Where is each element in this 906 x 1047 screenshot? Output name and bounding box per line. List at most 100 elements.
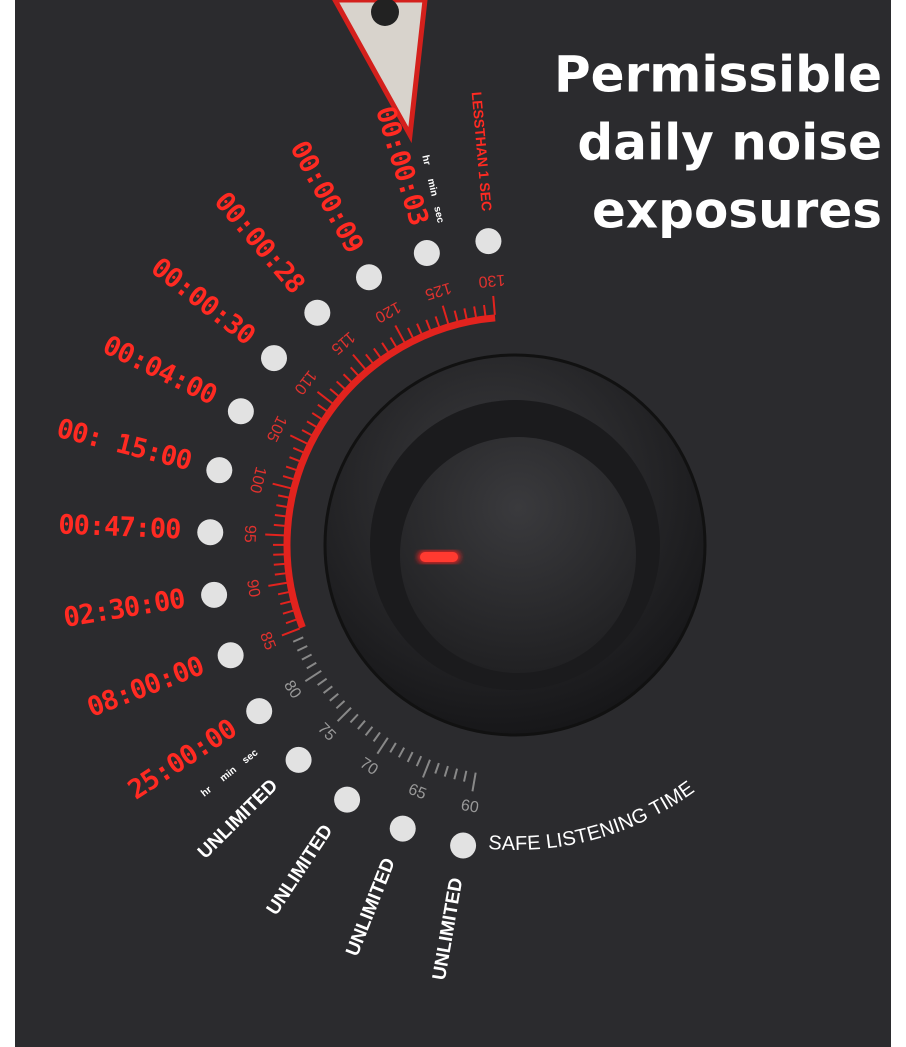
dial-tick	[296, 645, 308, 652]
knob	[323, 353, 707, 737]
dial-tick	[352, 353, 367, 370]
dial-tick	[335, 380, 346, 390]
dial-tick	[289, 434, 308, 445]
dial-tick	[441, 305, 450, 325]
dial-tick	[416, 323, 423, 335]
dial-tick	[415, 755, 423, 767]
dial-tick	[397, 747, 406, 758]
db-label: 100	[246, 465, 269, 495]
sound-icon	[261, 345, 288, 372]
dial-tick	[329, 692, 339, 702]
dial-tick	[274, 572, 286, 576]
dial-tick	[483, 304, 487, 317]
time-unit: hr	[419, 154, 432, 166]
dial-tick	[273, 562, 285, 566]
dial-tick	[373, 347, 382, 358]
dial-tick	[443, 765, 449, 777]
dial-tick	[335, 700, 346, 710]
dial-tick	[285, 618, 297, 625]
dial-tick	[317, 403, 328, 412]
dial-tick	[372, 731, 381, 742]
dial-tick	[306, 420, 317, 428]
sound-icon	[197, 519, 224, 546]
dial-tick	[277, 591, 290, 596]
sound-icon	[246, 698, 273, 725]
dial-tick	[285, 465, 297, 472]
dial-tick	[407, 327, 414, 339]
sound-icon	[285, 746, 312, 773]
dial-tick	[463, 770, 468, 782]
dial-tick	[282, 475, 294, 481]
dial-tick	[281, 627, 300, 637]
sound-icon	[389, 815, 416, 842]
dial-tick	[272, 482, 292, 490]
dial-tick	[365, 353, 374, 364]
dial-tick	[280, 600, 292, 606]
dial-tick	[357, 720, 366, 730]
sound-icon	[413, 240, 440, 267]
title-line: Permissible	[554, 46, 882, 104]
dial-tick	[317, 677, 328, 686]
db-label: 60	[460, 797, 481, 817]
dial-tick	[273, 523, 285, 527]
dial-tick	[422, 759, 431, 778]
db-label: 95	[241, 525, 259, 544]
dial-tick	[406, 751, 414, 763]
dial-tick	[349, 366, 359, 377]
dial-tick	[316, 390, 334, 405]
sound-icon	[475, 228, 502, 255]
sound-icon	[304, 299, 331, 326]
dial-tick	[274, 514, 286, 518]
sound-icon	[450, 832, 477, 859]
dial-tick	[381, 342, 389, 353]
dial-tick	[349, 713, 359, 724]
dial-tick	[292, 636, 304, 643]
sound-icon	[355, 264, 382, 291]
dial-tick	[277, 494, 290, 499]
dial-tick	[276, 504, 288, 508]
dial-tick	[282, 609, 294, 615]
sound-icon	[217, 642, 244, 669]
title-line: exposures	[592, 182, 882, 240]
dial-tick	[289, 456, 301, 463]
dial-tick	[463, 308, 468, 320]
dial-tick	[304, 669, 322, 682]
dial-tick	[322, 685, 333, 694]
dial-tick	[453, 768, 459, 780]
dial-tick	[301, 653, 313, 661]
sound-icon	[334, 786, 361, 813]
db-label: 90	[243, 578, 263, 598]
dial-tick	[471, 772, 477, 792]
time-unit: min	[425, 178, 440, 198]
dial-arc	[283, 314, 496, 629]
dial-tick	[425, 319, 432, 331]
dial-tick	[311, 412, 322, 420]
photo-pointer	[332, 0, 428, 144]
dial-tick	[268, 581, 288, 587]
dial-tick	[389, 742, 397, 753]
time-unit: sec	[431, 205, 446, 224]
dial-tick	[376, 737, 389, 755]
dial-tick	[342, 373, 353, 383]
dial-tick	[473, 306, 477, 318]
dial-tick	[492, 295, 496, 315]
sound-icon	[201, 581, 228, 608]
dial-tick	[434, 762, 440, 774]
dial-tick	[364, 726, 374, 737]
dial-tick	[329, 388, 340, 397]
dial-tick	[265, 533, 285, 537]
dial-tick	[434, 316, 441, 328]
db-label: 130	[478, 271, 506, 290]
sound-icon	[227, 398, 254, 425]
dial-tick	[389, 336, 398, 348]
dial-tick	[301, 429, 313, 437]
title-line: daily noise	[577, 114, 882, 172]
exposure-time: 00:47:00	[58, 509, 181, 545]
dial-tick	[453, 310, 459, 322]
db-label: 85	[256, 630, 278, 653]
dial-tick	[394, 325, 406, 343]
db-label: 65	[406, 781, 429, 803]
dial-tick	[292, 447, 304, 454]
dial-tick	[336, 707, 352, 722]
